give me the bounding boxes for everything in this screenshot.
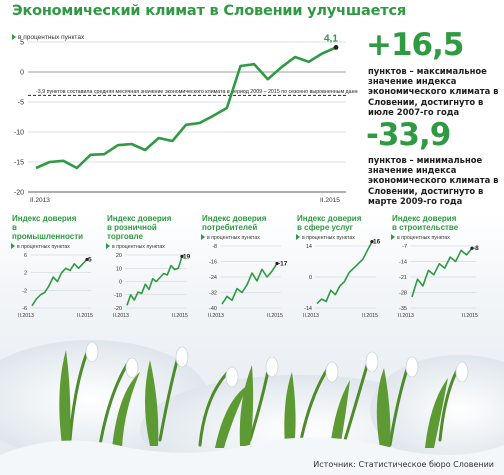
unit-label: в процентных пунктах	[18, 34, 85, 41]
end-value-label: 19	[183, 253, 191, 260]
end-value-label: -8	[473, 245, 479, 252]
x-tick-label: II.2015	[77, 313, 93, 319]
y-tick-label: 10	[116, 266, 122, 272]
y-tick-label: -10	[114, 293, 122, 299]
x-tick-label: II.2013	[398, 313, 414, 319]
x-tick-label: II.2015	[267, 313, 283, 319]
end-value-label: 4,1	[324, 33, 338, 44]
mini-title-line: Индекс доверия	[107, 214, 172, 223]
stat-min-value: -33,9	[366, 117, 451, 153]
stat-max-value: +16,5	[366, 27, 464, 63]
series-line	[316, 241, 373, 305]
headline: Экономический климат в Словении улучшает…	[12, 3, 406, 19]
unit-marker	[106, 243, 110, 249]
end-marker	[180, 254, 184, 258]
y-tick-label: 20	[116, 253, 122, 259]
unit-label: в процентных пунктах	[302, 235, 355, 241]
y-tick-label: -14	[304, 306, 312, 312]
mini-title-line: Индекс доверия	[392, 214, 457, 223]
y-tick-label: -5	[18, 100, 24, 107]
mini-title-line: Индекс доверия	[202, 214, 267, 223]
y-tick-label: -14	[399, 260, 407, 266]
mini-title-line: в сфере услуг	[297, 223, 354, 232]
series-line	[31, 258, 88, 307]
mean-annotation: -3,9 пунктов составила средняя месячная …	[36, 89, 358, 95]
y-tick-label: -16	[209, 260, 217, 266]
y-tick-label: -40	[209, 306, 217, 312]
series-line	[126, 256, 183, 306]
y-tick-label: -35	[399, 306, 407, 312]
x-tick-label: II.2013	[113, 313, 129, 319]
end-value-label: 5	[88, 256, 92, 263]
unit-marker	[12, 34, 16, 40]
unit-label: в процентных пунктах	[397, 235, 450, 241]
mini-title-line: Индекс доверия	[297, 214, 362, 223]
unit-label: в процентных пунктах	[207, 235, 260, 241]
y-tick-label: -7	[402, 244, 407, 250]
series-line	[411, 247, 473, 298]
x-tick-label: II.2013	[18, 313, 34, 319]
unit-marker	[296, 234, 300, 240]
y-tick-label: 0	[20, 70, 24, 77]
unit-label: в процентных пунктах	[17, 244, 70, 250]
y-tick-label: 5	[20, 40, 24, 47]
unit-marker	[11, 243, 15, 249]
x-tick-label: II.2013	[30, 197, 50, 204]
unit-label: в процентных пунктах	[112, 244, 165, 250]
y-tick-label: 2	[24, 271, 27, 277]
y-tick-label: -15	[14, 160, 24, 167]
y-tick-label: -32	[209, 291, 217, 297]
x-tick-label: II.2013	[208, 313, 224, 319]
x-tick-label: II.2015	[462, 313, 478, 319]
y-tick-label: 0	[309, 275, 312, 281]
y-tick-label: -10	[14, 130, 24, 137]
end-marker	[275, 261, 279, 266]
y-tick-label: -21	[399, 275, 407, 281]
mini-title-line: Индекс доверия	[12, 214, 77, 223]
y-tick-label: -24	[209, 275, 217, 281]
mini-title-line: в розничной	[107, 223, 157, 232]
end-value-label: 16	[373, 239, 381, 246]
end-marker	[370, 239, 374, 244]
y-tick-label: 6	[24, 253, 27, 259]
mini-title-line: промышленности	[12, 232, 83, 241]
y-tick-label: -6	[22, 306, 27, 312]
series-line	[221, 262, 278, 305]
stat-max-text: пунктов – максимальное значение индекса …	[368, 66, 499, 117]
y-tick-label: 0	[119, 280, 122, 286]
y-tick-label: -28	[399, 291, 407, 297]
mini-title-line: торговле	[107, 232, 143, 241]
unit-marker	[201, 234, 205, 240]
source-note: Источник: Статистическое бюро Словении	[313, 460, 494, 469]
y-tick-label: 14	[306, 244, 312, 250]
mini-title-line: в	[12, 223, 17, 232]
end-value-label: -17	[278, 260, 288, 267]
x-tick-label: II.2015	[362, 313, 378, 319]
x-tick-label: II.2013	[303, 313, 319, 319]
end-marker	[85, 257, 89, 262]
y-tick-label: -8	[212, 244, 217, 250]
series-line	[35, 46, 337, 170]
x-tick-label: II.2015	[320, 197, 340, 204]
y-tick-label: -2	[22, 288, 27, 294]
mini-title-line: в строительстве	[392, 223, 459, 232]
end-marker	[333, 45, 339, 50]
mini-title-line: потребителей	[202, 223, 257, 232]
stat-min-text: пунктов – минимальное значение индекса э…	[368, 155, 499, 206]
x-tick-label: II.2015	[172, 313, 188, 319]
unit-marker	[391, 234, 395, 240]
end-marker	[470, 246, 474, 250]
y-tick-label: -20	[114, 306, 122, 312]
y-tick-label: -20	[14, 190, 24, 197]
